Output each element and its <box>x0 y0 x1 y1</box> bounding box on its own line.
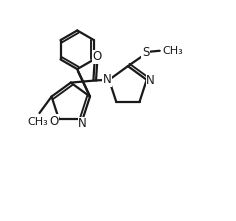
Text: CH₃: CH₃ <box>162 46 183 56</box>
Text: N: N <box>78 118 87 130</box>
Text: O: O <box>50 115 59 128</box>
Text: N: N <box>146 74 155 87</box>
Text: S: S <box>142 46 149 59</box>
Text: CH₃: CH₃ <box>27 117 48 127</box>
Text: N: N <box>102 73 111 86</box>
Text: O: O <box>93 50 102 63</box>
